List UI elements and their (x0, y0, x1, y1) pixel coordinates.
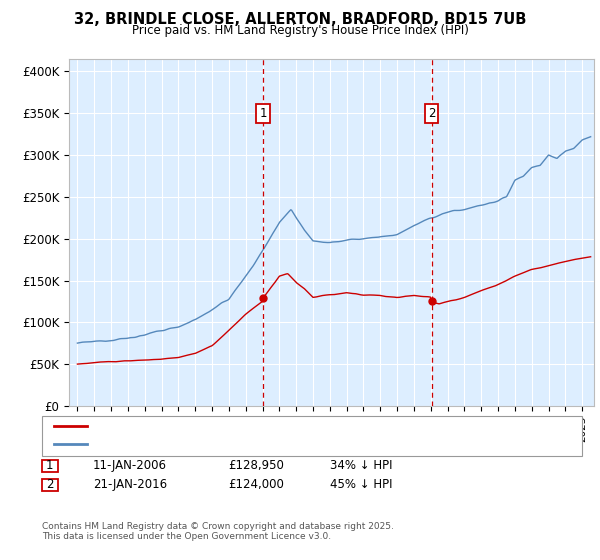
Text: £124,000: £124,000 (228, 478, 284, 492)
Text: Contains HM Land Registry data © Crown copyright and database right 2025.
This d: Contains HM Land Registry data © Crown c… (42, 522, 394, 542)
Text: 32, BRINDLE CLOSE, ALLERTON, BRADFORD, BD15 7UB: 32, BRINDLE CLOSE, ALLERTON, BRADFORD, B… (74, 12, 526, 27)
Text: 2: 2 (428, 107, 436, 120)
Text: 45% ↓ HPI: 45% ↓ HPI (330, 478, 392, 492)
Text: 1: 1 (259, 107, 267, 120)
Text: HPI: Average price, detached house, Bradford: HPI: Average price, detached house, Brad… (93, 438, 331, 449)
Text: 34% ↓ HPI: 34% ↓ HPI (330, 459, 392, 473)
Text: 1: 1 (46, 459, 53, 473)
Text: 2: 2 (46, 478, 53, 492)
Text: 32, BRINDLE CLOSE, ALLERTON, BRADFORD, BD15 7UB (detached house): 32, BRINDLE CLOSE, ALLERTON, BRADFORD, B… (93, 421, 475, 431)
Text: Price paid vs. HM Land Registry's House Price Index (HPI): Price paid vs. HM Land Registry's House … (131, 24, 469, 36)
Text: 21-JAN-2016: 21-JAN-2016 (93, 478, 167, 492)
Text: £128,950: £128,950 (228, 459, 284, 473)
Text: 11-JAN-2006: 11-JAN-2006 (93, 459, 167, 473)
